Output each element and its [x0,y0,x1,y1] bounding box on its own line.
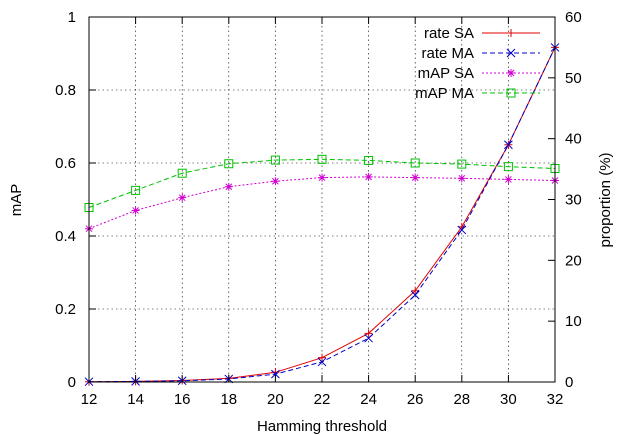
data-point-map-sa [318,173,326,182]
legend-marker-map-sa [507,69,515,77]
y2-tick-label: 10 [565,313,582,330]
data-point-rate-sa [271,368,280,377]
data-point-map-ma [131,185,141,195]
legend: rate SA rate MA mAP SA mAP MA [415,25,540,102]
data-point-map-ma [364,155,374,165]
data-point-map-ma [270,155,280,165]
y2-tick-label: 40 [565,131,582,148]
data-point-rate-ma [364,333,373,343]
legend-marker-rate-sa [507,29,515,37]
series-line-map-ma [88,158,556,208]
legend-label-map-ma: mAP MA [415,85,474,102]
data-point-map-ma [457,159,467,169]
data-point-rate-ma [504,140,513,150]
y-tick-label: 1 [68,9,76,26]
data-point-rate-sa [318,353,326,362]
legend-label-rate-sa: rate SA [424,25,474,42]
series-line-rate-sa [88,47,556,383]
y-tick-label: 0.8 [55,82,76,99]
data-point-map-sa [457,174,466,183]
legend-label-rate-ma: rate MA [421,45,474,62]
y2-tick-label: 20 [565,252,582,269]
x-tick-label: 18 [220,391,237,408]
x-tick-label: 28 [453,391,470,408]
data-point-rate-sa [364,329,373,338]
data-point-map-ma [177,168,187,178]
y2-tick-label: 60 [565,9,582,26]
data-point-rate-ma [457,225,467,235]
y-axis-title: mAP [8,184,25,217]
data-point-map-sa [271,177,280,186]
data-point-map-ma [317,154,327,164]
y2-tick-label: 50 [565,70,582,87]
grid [89,17,555,382]
x-tick-label: 14 [127,391,144,408]
data-point-map-sa [224,182,233,191]
y2-tick-label: 0 [565,374,573,391]
y-tick-label: 0 [68,374,76,391]
data-point-map-sa [504,175,513,184]
data-point-rate-ma [317,357,327,367]
y-tick-label: 0.4 [55,228,76,245]
data-point-map-sa [178,193,187,202]
x-tick-label: 16 [174,391,191,408]
x-tick-label: 24 [360,391,377,408]
y-tick-label: 0.2 [55,301,76,318]
y-tick-label: 0.6 [55,155,76,172]
data-point-map-ma [224,159,234,169]
legend-marker-rate-ma [506,48,516,58]
data-point-map-sa [364,172,373,181]
data-point-rate-ma [271,369,280,379]
ticks: 12 14 16 18 20 22 24 26 28 30 3200.20.40.60.810102… [55,9,582,408]
y2-axis-title: proportion (%) [597,152,614,247]
legend-label-map-sa: mAP SA [418,65,474,82]
x-tick-label: 20 [267,391,284,408]
y2-tick-label: 30 [565,192,582,209]
series-line-rate-ma [88,47,556,383]
data-point-rate-ma [410,290,420,300]
x-tick-label: 32 [547,391,564,408]
x-tick-label: 22 [314,391,331,408]
x-axis-title: Hamming threshold [257,418,387,435]
data-point-map-sa [411,173,420,182]
data-point-map-ma [410,158,420,168]
legend-marker-map-ma [506,88,516,98]
series-layer [84,43,560,387]
x-tick-label: 26 [407,391,424,408]
data-point-map-ma [503,162,513,172]
x-tick-label: 30 [500,391,517,408]
x-tick-label: 12 [81,391,98,408]
data-point-map-sa [131,206,140,215]
